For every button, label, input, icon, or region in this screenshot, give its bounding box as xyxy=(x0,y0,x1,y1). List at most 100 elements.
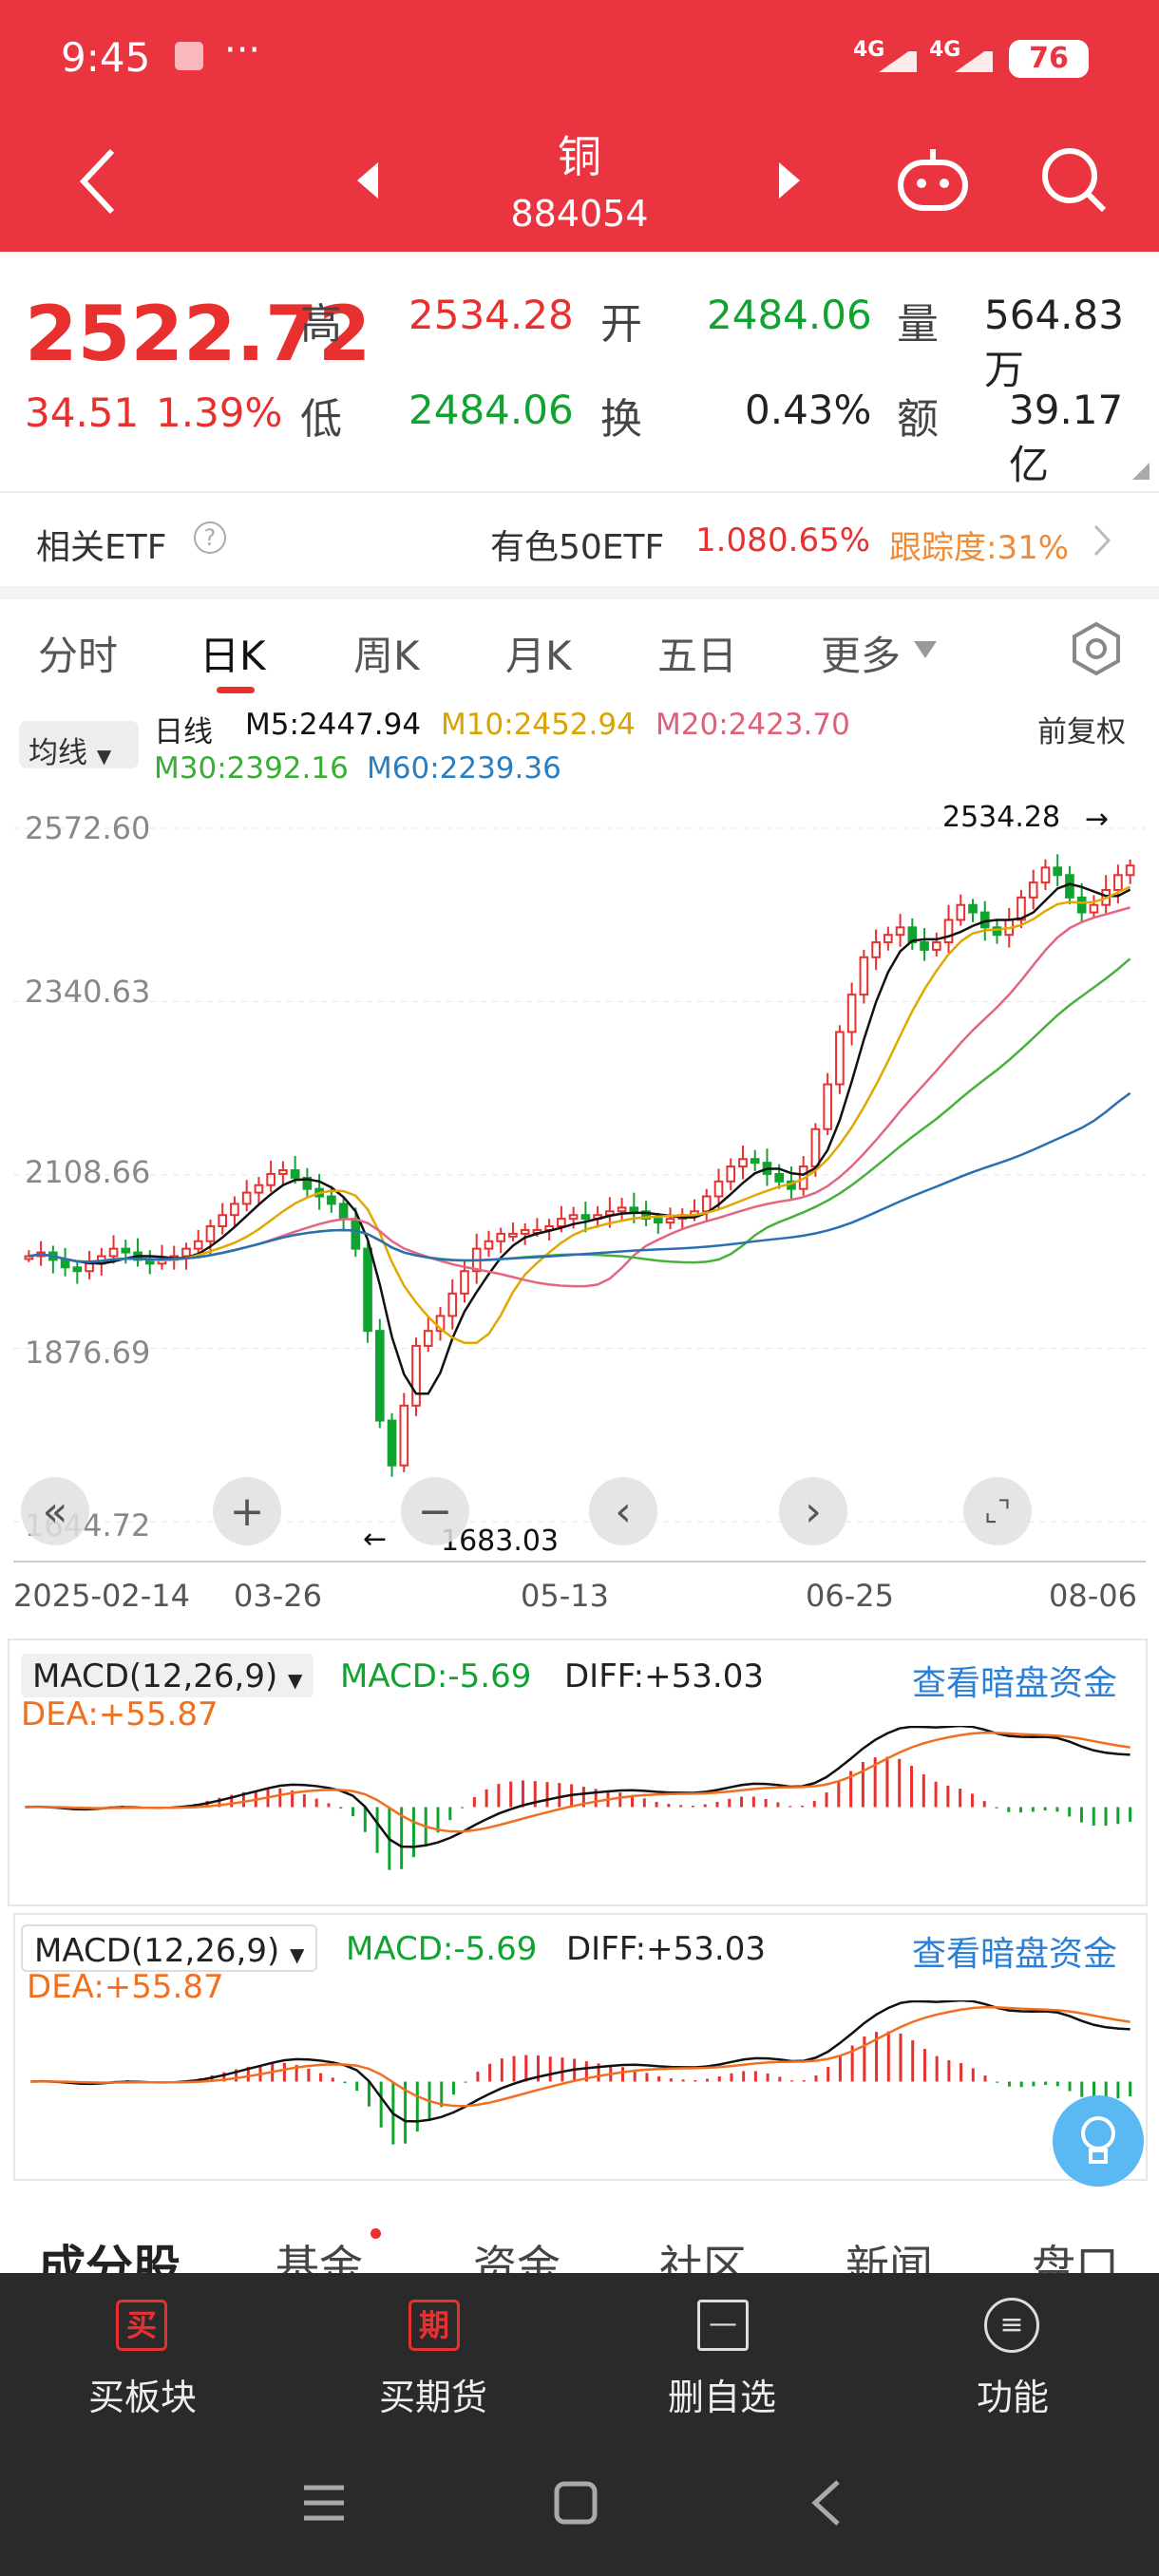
settings-icon[interactable] xyxy=(1068,620,1125,677)
battery-icon: 76 xyxy=(1009,40,1089,78)
back-nav-icon[interactable] xyxy=(809,2478,844,2528)
kline-chart[interactable] xyxy=(13,800,1146,1560)
functions-button[interactable]: 功能 xyxy=(976,2377,1049,2418)
candle-body xyxy=(520,1228,530,1235)
buy-futures-icon[interactable]: 期 xyxy=(408,2300,460,2351)
candle-body xyxy=(205,1225,216,1242)
help-icon[interactable]: ? xyxy=(194,521,226,554)
zoom-in-icon[interactable]: + xyxy=(213,1477,281,1545)
buy-futures-button[interactable]: 买期货 xyxy=(378,2377,487,2418)
candle-body xyxy=(568,1214,579,1221)
back-icon[interactable] xyxy=(74,143,122,219)
macd-dea-1: DEA:+55.87 xyxy=(21,1695,218,1733)
date-label-2: 03-26 xyxy=(234,1578,322,1614)
etf-name: 有色50ETF xyxy=(490,528,665,567)
related-etf-row[interactable]: 相关ETF ? 有色50ETF 1.08 0.65% 跟踪度:31% xyxy=(0,491,1159,586)
candle-body xyxy=(1028,881,1038,899)
period-tabs: 分时 日K 周K 月K 五日 更多 xyxy=(0,599,1159,698)
candle-body xyxy=(846,994,857,1033)
tab-capital[interactable]: 资金 xyxy=(473,2241,560,2273)
dropdown-icon xyxy=(914,641,937,658)
buy-sector-icon[interactable]: 买 xyxy=(116,2300,167,2351)
macd-selector-label-2: MACD(12,26,9) xyxy=(34,1932,280,1970)
search-icon[interactable] xyxy=(1036,142,1112,218)
high-label: 高 xyxy=(300,300,342,349)
home-nav-icon[interactable] xyxy=(553,2480,598,2526)
candle-body xyxy=(617,1206,627,1213)
candle-body xyxy=(72,1266,83,1273)
scroll-left-icon[interactable]: ‹ xyxy=(589,1477,657,1545)
menu-nav-icon[interactable] xyxy=(300,2482,348,2524)
candle-body xyxy=(871,941,881,958)
macd-dropdown-icon-2: ▼ xyxy=(290,1943,305,1966)
macd-value-1: MACD:-5.69 xyxy=(340,1657,532,1695)
tab-intraday[interactable]: 分时 xyxy=(38,633,119,679)
stock-code: 884054 xyxy=(510,193,649,235)
ma20-line xyxy=(28,906,1130,1288)
kline-chart-area[interactable]: 2572.60 2340.63 2108.66 1876.69 1644.72 … xyxy=(0,793,1159,1638)
ma-selector[interactable]: 均线 ▼ xyxy=(19,721,139,770)
ma10-line xyxy=(28,885,1131,1344)
candle-body xyxy=(557,1218,566,1228)
candle-body xyxy=(1076,896,1087,914)
x-axis xyxy=(13,1561,1146,1563)
open-label: 开 xyxy=(600,300,642,349)
remove-watchlist-button[interactable]: 删自选 xyxy=(667,2377,776,2418)
tab-more[interactable]: 更多 xyxy=(821,633,902,679)
robot-icon[interactable] xyxy=(893,140,973,216)
date-label-3: 05-13 xyxy=(521,1578,609,1614)
macd-selector-1[interactable]: MACD(12,26,9) ▼ xyxy=(21,1654,314,1697)
status-bar: 9:45 ··· 4G 4G 76 xyxy=(0,0,1159,119)
dark-pool-link-2[interactable]: 查看暗盘资金 xyxy=(912,1935,1118,1974)
macd-panel-1[interactable]: MACD(12,26,9) ▼ MACD:-5.69 DIFF:+53.03 查… xyxy=(8,1638,1148,1906)
ma60-value: M60:2239.36 xyxy=(367,751,561,786)
etf-pct: 0.65% xyxy=(768,521,871,559)
candle-body xyxy=(290,1169,300,1179)
dark-pool-link-1[interactable]: 查看暗盘资金 xyxy=(912,1664,1118,1703)
candle-body xyxy=(508,1232,518,1238)
scroll-right-icon[interactable]: › xyxy=(779,1477,847,1545)
active-tab-indicator xyxy=(217,687,255,693)
ma-dropdown-icon: ▼ xyxy=(96,745,112,767)
buy-sector-button[interactable]: 买板块 xyxy=(87,2377,197,2418)
adjust-mode[interactable]: 前复权 xyxy=(1037,715,1126,749)
candle-body xyxy=(823,1083,832,1130)
tab-funds[interactable]: 基金 xyxy=(276,2241,363,2273)
zoom-out-icon[interactable]: − xyxy=(401,1477,469,1545)
candle-body xyxy=(24,1255,34,1260)
remove-watchlist-icon[interactable]: — xyxy=(697,2300,749,2351)
tab-order-book[interactable]: 盘口 xyxy=(1032,2241,1119,2273)
macd-selector-2[interactable]: MACD(12,26,9) ▼ xyxy=(21,1924,318,1972)
tab-monthly-k[interactable]: 月K xyxy=(505,633,572,679)
macd-panel-2[interactable]: MACD(12,26,9) ▼ MACD:-5.69 DIFF:+53.03 查… xyxy=(13,1913,1148,2187)
candle-body xyxy=(641,1210,651,1221)
lightbulb-icon[interactable] xyxy=(1053,2095,1144,2187)
tab-weekly-k[interactable]: 周K xyxy=(353,633,420,679)
diff-line xyxy=(25,1726,1130,1848)
next-stock-icon[interactable] xyxy=(775,157,804,204)
clock: 9:45 xyxy=(61,34,151,81)
signal-label-1: 4G xyxy=(853,38,885,62)
tab-news[interactable]: 新闻 xyxy=(846,2241,933,2273)
functions-icon[interactable]: ≡ xyxy=(984,2298,1039,2353)
candle-body xyxy=(266,1172,276,1186)
candle-body xyxy=(121,1247,131,1254)
etf-tracking: 跟踪度:31% xyxy=(889,529,1070,567)
ma-period: 日线 xyxy=(154,715,213,749)
tab-constituents[interactable]: 成分股 xyxy=(38,2241,180,2273)
y-label-3: 2108.66 xyxy=(25,1154,151,1190)
volume-value: 564.83万 xyxy=(984,292,1124,393)
scroll-far-left-icon[interactable]: « xyxy=(21,1477,89,1545)
lightbulb-glyph xyxy=(1081,2116,1115,2164)
fullscreen-icon[interactable]: ⌞⌝ xyxy=(963,1477,1032,1545)
more-notifications: ··· xyxy=(224,28,261,72)
candle-body xyxy=(931,941,941,951)
prev-stock-icon[interactable] xyxy=(353,157,382,204)
candle-body xyxy=(1113,874,1123,891)
dea-line xyxy=(25,1731,1130,1833)
tab-community[interactable]: 社区 xyxy=(659,2241,747,2273)
expand-corner-icon[interactable] xyxy=(1132,463,1150,480)
tab-five-day[interactable]: 五日 xyxy=(657,633,738,679)
tab-daily-k[interactable]: 日K xyxy=(200,633,266,679)
